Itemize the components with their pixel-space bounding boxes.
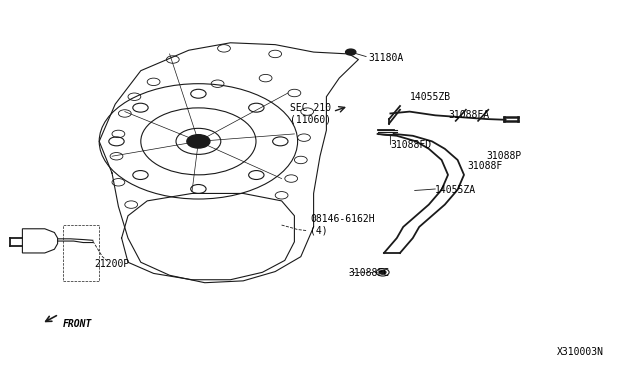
Text: 31088P: 31088P	[486, 151, 522, 161]
Text: 14055ZB: 14055ZB	[410, 92, 451, 102]
Text: 08146-6162H
(4): 08146-6162H (4)	[310, 214, 375, 236]
Circle shape	[346, 49, 356, 55]
Text: FRONT: FRONT	[63, 320, 92, 329]
Text: 21200P: 21200P	[95, 259, 130, 269]
Circle shape	[380, 270, 386, 274]
Circle shape	[187, 135, 210, 148]
Text: 31088FA: 31088FA	[448, 110, 489, 120]
Text: 31088F: 31088F	[467, 161, 502, 170]
Text: 31088FC: 31088FC	[349, 269, 390, 278]
Text: 31180A: 31180A	[368, 53, 403, 62]
Text: 14055ZA: 14055ZA	[435, 185, 476, 195]
Text: X310003N: X310003N	[557, 347, 604, 356]
Text: SEC 210
(11060): SEC 210 (11060)	[290, 103, 331, 124]
Text: 31088FD: 31088FD	[390, 140, 431, 150]
